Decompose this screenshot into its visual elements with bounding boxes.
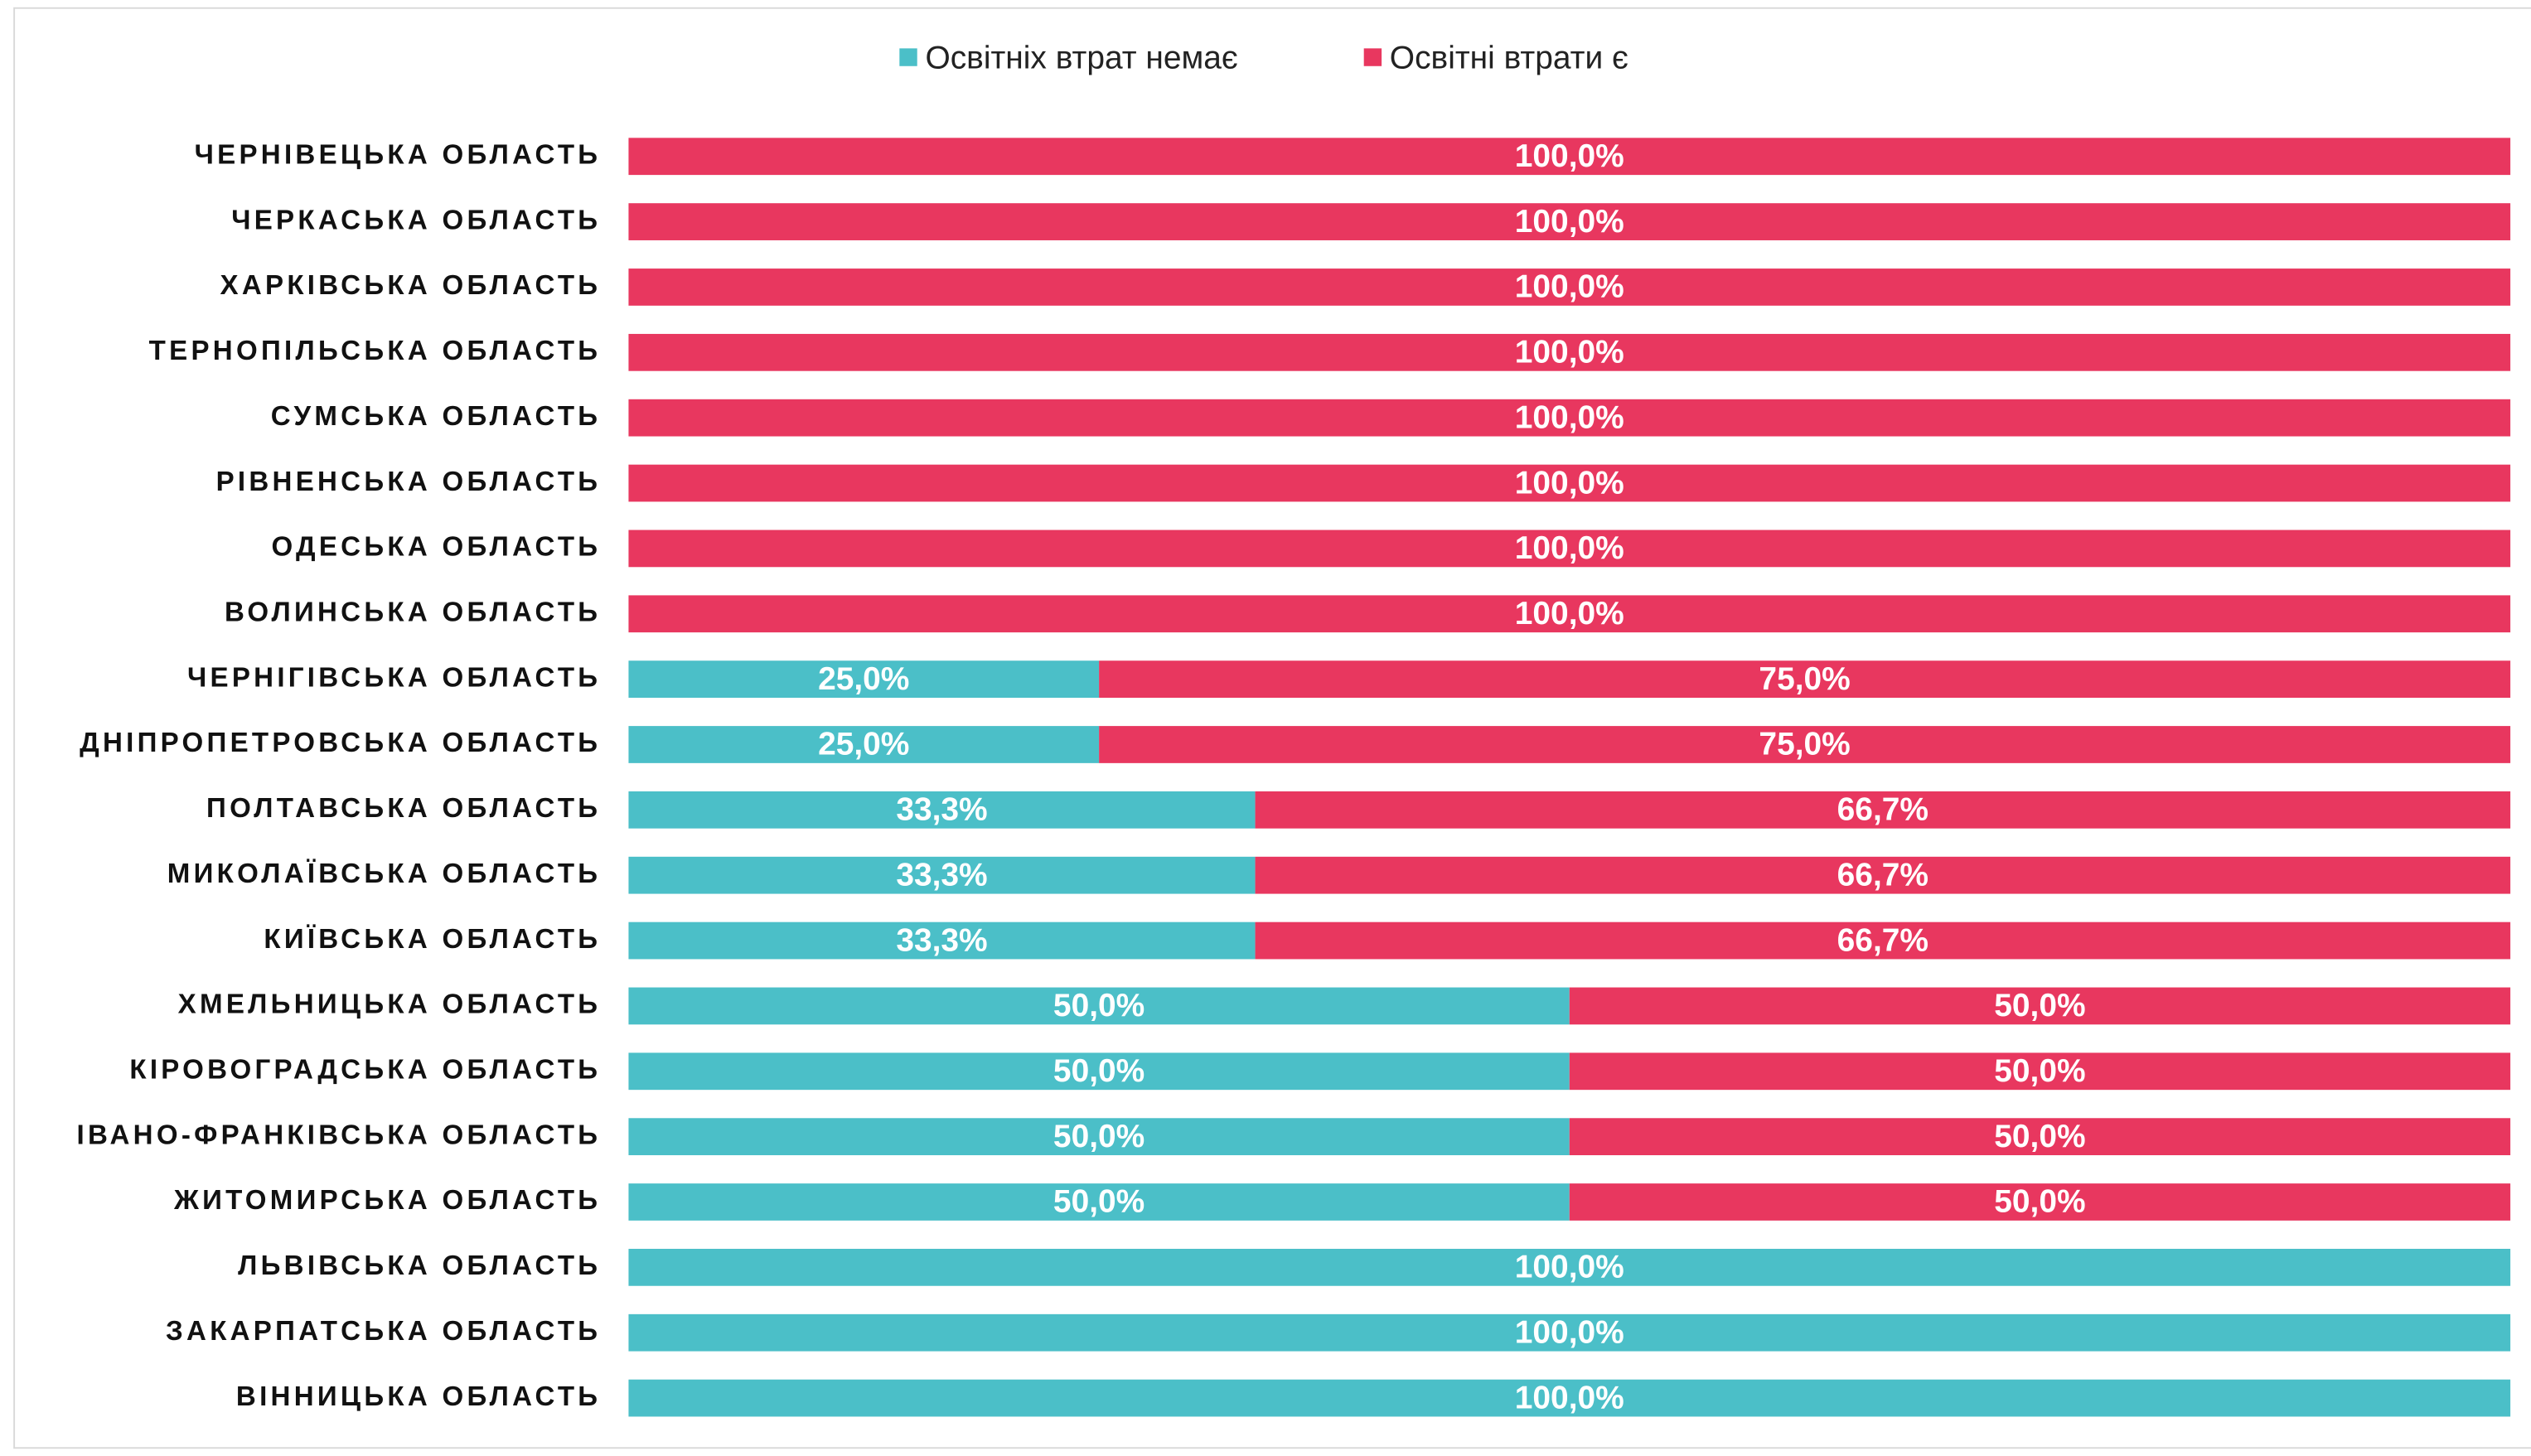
bar-segment <box>628 987 1570 1025</box>
bar-segment <box>628 138 2511 176</box>
y-tick-label: СУМСЬКА ОБЛАСТЬ <box>271 401 602 432</box>
bar-segment <box>628 921 1256 960</box>
bar-segment <box>628 333 2511 371</box>
bar-segment <box>1569 1118 2511 1156</box>
data-label: 100,0% <box>1515 335 1624 370</box>
bar-segment <box>1569 987 2511 1025</box>
bar-segment <box>628 1379 2511 1417</box>
y-tick-label: ІВАНО-ФРАНКІВСЬКА ОБЛАСТЬ <box>77 1120 602 1150</box>
y-tick-label: ЗАКАРПАТСЬКА ОБЛАСТЬ <box>166 1316 601 1347</box>
data-label: 100,0% <box>1515 596 1624 631</box>
data-label: 75,0% <box>1759 661 1850 697</box>
y-tick-label: ЧЕРНІГІВСЬКА ОБЛАСТЬ <box>187 662 601 693</box>
bar-segment <box>628 660 1100 698</box>
y-tick-label: МИКОЛАЇВСЬКА ОБЛАСТЬ <box>167 859 602 889</box>
bar-segment <box>628 1248 2511 1286</box>
chart-frame <box>13 7 2531 1449</box>
legend-swatch <box>899 48 917 66</box>
data-label: 50,0% <box>1994 988 2085 1023</box>
data-label: 50,0% <box>1053 1184 1145 1220</box>
data-label: 100,0% <box>1515 269 1624 305</box>
bar-segment <box>1255 791 2511 829</box>
y-tick-label: ТЕРНОПІЛЬСЬКА ОБЛАСТЬ <box>149 336 602 366</box>
bar-segment <box>628 203 2511 240</box>
bar-segment <box>628 464 2511 502</box>
data-label: 66,7% <box>1837 922 1928 958</box>
bar-segment <box>628 1118 1570 1156</box>
bar-segment <box>628 1183 1570 1221</box>
bar-segment <box>628 856 1256 894</box>
data-label: 25,0% <box>818 661 909 697</box>
y-tick-label: ВІННИЦЬКА ОБЛАСТЬ <box>236 1381 601 1412</box>
legend-label: Освітніх втрат немає <box>925 40 1237 75</box>
data-label: 33,3% <box>896 922 987 958</box>
y-tick-label: ЧЕРНІВЕЦЬКА ОБЛАСТЬ <box>195 139 602 170</box>
data-label: 100,0% <box>1515 465 1624 501</box>
data-label: 50,0% <box>1053 1119 1145 1154</box>
data-label: 50,0% <box>1994 1119 2085 1154</box>
bar-segment <box>1099 726 2511 763</box>
bar-segment <box>628 399 2511 437</box>
data-label: 100,0% <box>1515 138 1624 174</box>
bar-segment <box>628 595 2511 633</box>
data-label: 50,0% <box>1053 988 1145 1023</box>
data-label: 100,0% <box>1515 399 1624 435</box>
data-label: 33,3% <box>896 792 987 828</box>
y-tick-label: РІВНЕНСЬКА ОБЛАСТЬ <box>216 467 602 497</box>
data-label: 25,0% <box>818 727 909 762</box>
bar-segment <box>1099 660 2511 698</box>
data-label: 100,0% <box>1515 204 1624 239</box>
y-tick-label: ВОЛИНСЬКА ОБЛАСТЬ <box>225 597 601 627</box>
data-label: 66,7% <box>1837 857 1928 892</box>
data-label: 50,0% <box>1053 1053 1145 1089</box>
y-tick-label: ОДЕСЬКА ОБЛАСТЬ <box>271 532 601 563</box>
bar-segment <box>628 1052 1570 1091</box>
bar-segment <box>1569 1052 2511 1091</box>
bar-segment <box>628 530 2511 568</box>
bar-segment <box>1255 921 2511 960</box>
data-label: 33,3% <box>896 857 987 892</box>
bar-segment <box>1569 1183 2511 1221</box>
data-label: 66,7% <box>1837 792 1928 828</box>
y-tick-label: ЖИТОМИРСЬКА ОБЛАСТЬ <box>173 1185 601 1216</box>
bar-segment <box>628 1313 2511 1352</box>
y-tick-label: ХМЕЛЬНИЦЬКА ОБЛАСТЬ <box>178 989 602 1020</box>
y-tick-label: ПОЛТАВСЬКА ОБЛАСТЬ <box>206 793 601 824</box>
legend-swatch <box>1363 48 1382 66</box>
legend-label: Освітні втрати є <box>1390 40 1628 75</box>
data-label: 100,0% <box>1515 1314 1624 1350</box>
bar-segment <box>628 268 2511 306</box>
data-label: 50,0% <box>1994 1053 2085 1089</box>
bar-segment <box>628 791 1256 829</box>
y-tick-label: КІРОВОГРАДСЬКА ОБЛАСТЬ <box>129 1055 601 1086</box>
bar-segment <box>628 726 1100 763</box>
data-label: 75,0% <box>1759 727 1850 762</box>
bar-segment <box>1255 856 2511 894</box>
data-label: 50,0% <box>1994 1184 2085 1220</box>
y-tick-label: ЧЕРКАСЬКА ОБЛАСТЬ <box>231 205 601 235</box>
data-label: 100,0% <box>1515 530 1624 566</box>
y-tick-label: ХАРКІВСЬКА ОБЛАСТЬ <box>220 270 602 301</box>
y-tick-label: КИЇВСЬКА ОБЛАСТЬ <box>264 924 601 955</box>
data-label: 100,0% <box>1515 1380 1624 1415</box>
y-tick-label: ЛЬВІВСЬКА ОБЛАСТЬ <box>238 1250 601 1281</box>
data-label: 100,0% <box>1515 1250 1624 1285</box>
y-tick-label: ДНІПРОПЕТРОВСЬКА ОБЛАСТЬ <box>80 728 601 758</box>
